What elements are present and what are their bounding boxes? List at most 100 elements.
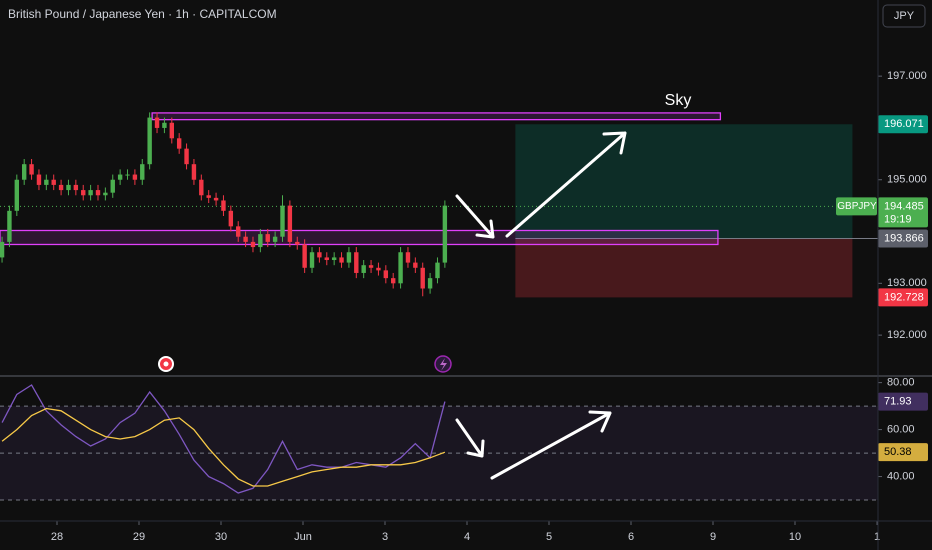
candle-body [36, 174, 42, 185]
value-tag-bg [878, 392, 928, 411]
arrows [455, 131, 627, 480]
candle-body [51, 179, 56, 185]
value-tag-bg [878, 443, 928, 462]
candle-body [346, 252, 352, 263]
last-price-tag: 194.485 [884, 200, 924, 212]
candle-body [258, 234, 263, 248]
x-tick-label: 29 [133, 531, 145, 543]
candle-body [162, 122, 167, 128]
candle-body [427, 278, 433, 289]
candle-body [103, 192, 108, 196]
candle-body [14, 179, 20, 211]
currency-label[interactable]: JPY [894, 10, 915, 22]
candle-body [140, 164, 145, 180]
x-tick-label: 5 [546, 531, 552, 543]
entry-tag: 193.866 [884, 232, 924, 244]
annotation: Sky [665, 92, 692, 109]
candle-body [184, 148, 189, 165]
candle-body [331, 257, 337, 261]
candle-body [0, 241, 5, 258]
candle-body [154, 117, 160, 128]
currency-button[interactable] [882, 4, 926, 28]
candle-body [391, 278, 396, 284]
candle-body [58, 184, 64, 191]
x-tick-label: Jun [294, 531, 312, 543]
candle-body [442, 205, 448, 263]
event-icon-center [163, 361, 169, 367]
x-tick-label: 9 [710, 531, 716, 543]
arrow [455, 418, 485, 458]
candle-body [368, 265, 374, 268]
y-tick-label: 80.00 [887, 377, 915, 389]
candle-body [383, 270, 389, 279]
candle-body [29, 164, 34, 175]
y-tick-label: 195.000 [887, 174, 927, 186]
candle-body [250, 241, 256, 248]
event-icon-bolt [440, 358, 447, 371]
plot-layer: 197.000 195.000 193.000 192.000 196.071 193.8… [0, 70, 928, 543]
candle-body [295, 241, 300, 245]
candle-body [66, 184, 71, 191]
candle-body [413, 262, 418, 268]
arrow [455, 194, 495, 239]
y-tick-label: 197.000 [887, 70, 927, 82]
zone [0, 229, 719, 246]
target-area [515, 124, 853, 239]
candle-body [117, 174, 123, 180]
candle-body [88, 190, 93, 196]
y-tick-label: 192.000 [887, 329, 927, 341]
x-tick-label: 28 [51, 531, 63, 543]
x-tick-label: 1 [874, 531, 880, 543]
candle-body [287, 205, 293, 242]
candle-body [213, 197, 219, 201]
candle-body [272, 236, 278, 242]
candle-body [73, 184, 79, 191]
stop-tag: 192.728 [884, 291, 924, 303]
target-tag-bg [878, 115, 928, 134]
arrow [505, 131, 627, 238]
candle-body [324, 257, 329, 261]
stop-area [515, 238, 853, 298]
candle-body [228, 210, 234, 227]
candle-body [339, 257, 344, 263]
zone [151, 112, 722, 121]
candle-body [280, 205, 285, 237]
x-tick-label: 6 [628, 531, 634, 543]
event-icon[interactable] [434, 355, 452, 373]
candle-body [221, 200, 226, 211]
candle-body [176, 138, 182, 149]
rsi-line [1, 407, 446, 487]
candle-body [132, 174, 138, 180]
symbol-tag-bg [836, 197, 877, 216]
target-tag: 196.071 [884, 118, 924, 130]
candle-body [125, 174, 130, 176]
value-tag: 71.93 [884, 395, 912, 407]
candle-body [110, 179, 115, 193]
y-tick-label: 60.00 [887, 424, 915, 436]
countdown: 19:19 [884, 213, 912, 225]
candle-body [420, 267, 425, 289]
x-tick-label: 30 [215, 531, 227, 543]
candle-body [21, 164, 27, 180]
candle-body [405, 252, 411, 263]
event-icon[interactable] [158, 356, 174, 372]
candle-body [191, 164, 197, 180]
candle-body [147, 117, 152, 165]
stop-tag-bg [878, 288, 928, 307]
y-tick-label: 193.000 [887, 277, 927, 289]
candle-body [265, 234, 270, 242]
x-tick-label: 3 [382, 531, 388, 543]
candle-body [435, 262, 440, 279]
candle-body [398, 252, 403, 284]
value-tag: 50.38 [884, 446, 912, 458]
entry-tag-bg [878, 229, 928, 248]
candle-body [376, 267, 381, 271]
last-price-tag-bg [878, 197, 928, 228]
candle-body [7, 210, 12, 242]
candle-body [302, 244, 307, 268]
candle-body [81, 190, 86, 196]
candle-body [236, 226, 241, 237]
candle-body [354, 252, 359, 273]
